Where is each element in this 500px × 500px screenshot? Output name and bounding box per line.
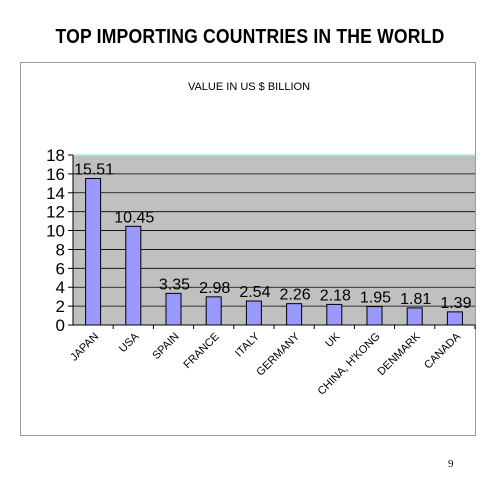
x-tick-label: JAPAN — [68, 331, 101, 364]
bars — [85, 178, 463, 326]
bar — [326, 303, 343, 326]
y-tick-label: 6 — [56, 259, 65, 278]
bar — [446, 311, 463, 326]
bar — [85, 178, 102, 326]
bar — [125, 225, 142, 326]
bar — [406, 307, 423, 326]
y-tick-label: 8 — [56, 240, 65, 259]
data-label: 1.39 — [440, 295, 471, 312]
y-tick-label: 2 — [56, 297, 65, 316]
bar — [366, 306, 383, 326]
y-tick-label: 14 — [46, 184, 65, 203]
x-tick-label: DENMARK — [375, 330, 423, 378]
data-label: 2.98 — [199, 280, 230, 297]
data-label: 1.81 — [400, 291, 431, 308]
data-label: 3.35 — [159, 276, 190, 293]
data-label: 2.54 — [239, 284, 270, 301]
x-tick-label: GERMANY — [254, 330, 302, 378]
data-label: 15.51 — [74, 162, 114, 179]
page-number: 9 — [448, 458, 454, 470]
data-label: 2.26 — [280, 287, 311, 304]
y-tick-label: 10 — [46, 222, 65, 241]
x-tick-label: UK — [323, 330, 343, 350]
bar — [165, 292, 182, 326]
bar — [205, 296, 222, 326]
y-tick-label: 18 — [46, 146, 65, 165]
x-tick-label: FRANCE — [181, 331, 221, 371]
data-labels: 15.51 10.45 3.35 2.98 2.54 2.26 2.18 1.95 1.81 1.… — [74, 162, 471, 312]
x-tick-label: USA — [117, 330, 142, 355]
x-tick-label: SPAIN — [150, 331, 181, 362]
y-tick-label: 16 — [46, 165, 65, 184]
chart-frame: VALUE IN US $ BILLION 0 2 4 6 8 10 12 14 16 18 15… — [20, 62, 476, 436]
x-tick-label: CANADA — [422, 330, 463, 371]
axes — [68, 154, 476, 329]
y-tick-label: 4 — [56, 278, 65, 297]
bar — [245, 300, 262, 326]
bar — [286, 303, 303, 326]
data-label: 10.45 — [114, 209, 154, 226]
chart-title: TOP IMPORTING COUNTRIES IN THE WORLD — [55, 26, 445, 48]
y-tick-label: 0 — [56, 316, 65, 335]
data-label: 1.95 — [360, 290, 391, 307]
chart-subtitle: VALUE IN US $ BILLION — [188, 81, 310, 93]
x-tick-label: ITALY — [233, 330, 262, 359]
y-tick-label: 12 — [46, 203, 65, 222]
data-label: 2.18 — [320, 287, 351, 304]
